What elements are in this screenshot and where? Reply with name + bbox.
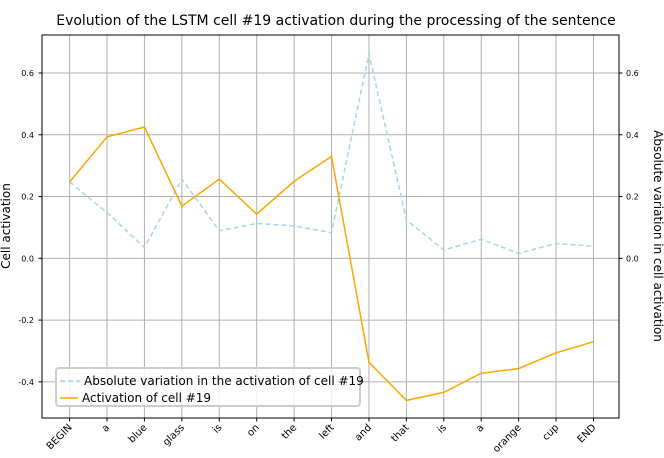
- data-point: [218, 230, 221, 232]
- data-point: [443, 249, 445, 251]
- x-tick-label: is: [211, 422, 224, 435]
- x-tick-label: a: [100, 422, 112, 434]
- data-point: [143, 126, 146, 128]
- data-point: [555, 352, 557, 354]
- chart-title: Evolution of the LSTM cell #19 activatio…: [56, 13, 616, 29]
- data-point: [293, 180, 295, 183]
- data-point: [480, 238, 483, 240]
- y-right-tick-label: 0.6: [626, 69, 639, 78]
- x-tick-label: and: [353, 422, 374, 443]
- data-point: [443, 391, 445, 394]
- data-point: [592, 245, 595, 248]
- y-right-tick-label: 0.0: [626, 254, 639, 263]
- x-tick-label: orange: [491, 422, 524, 455]
- data-point: [405, 219, 408, 221]
- y-tick-label: -0.4: [18, 378, 34, 387]
- y-tick-label: -0.2: [18, 316, 34, 325]
- x-tick-label: that: [389, 422, 411, 444]
- legend-label-activation: Activation of cell #19: [82, 391, 211, 405]
- data-point: [143, 246, 146, 249]
- data-point: [368, 361, 370, 364]
- data-point: [255, 222, 258, 225]
- x-tick-label: BEGIN: [45, 422, 75, 452]
- y-tick-label: 0.6: [21, 69, 34, 78]
- data-point: [181, 205, 183, 207]
- legend-label-variation: Absolute variation in the activation of …: [84, 374, 364, 388]
- x-tick-label: cup: [541, 422, 562, 443]
- data-point: [330, 155, 333, 158]
- data-point: [555, 242, 557, 245]
- y-axis-right-label: Absolute variation in cell activation: [651, 130, 664, 342]
- data-point: [405, 399, 408, 402]
- data-point: [480, 372, 483, 375]
- y-tick-label: 0.0: [21, 254, 34, 263]
- y-tick-label: 0.4: [21, 131, 34, 140]
- x-tick-label: END: [576, 422, 599, 445]
- data-point: [106, 136, 108, 138]
- data-point: [218, 178, 221, 181]
- data-point: [517, 252, 520, 255]
- y-right-tick-label: 0.2: [626, 193, 639, 202]
- x-tick-label: is: [435, 422, 448, 435]
- data-point: [255, 213, 258, 215]
- data-point: [68, 181, 71, 183]
- legend: Absolute variation in the activation of …: [55, 367, 364, 407]
- data-point: [330, 231, 333, 234]
- plot-frame: [41, 34, 620, 419]
- x-tick-label: a: [474, 422, 486, 434]
- x-tick-label: left: [317, 422, 336, 441]
- data-point: [293, 225, 295, 227]
- data-point: [517, 367, 520, 370]
- y-right-tick-label: 0.4: [626, 131, 639, 140]
- y-tick-label: 0.2: [21, 193, 34, 202]
- x-tick-label: glass: [161, 422, 187, 448]
- x-tick-label: on: [245, 422, 262, 439]
- data-point: [592, 340, 595, 343]
- x-tick-label: the: [280, 422, 299, 441]
- data-point: [181, 178, 183, 181]
- x-tick-label: blue: [126, 422, 149, 445]
- y-axis-label: Cell activation: [0, 183, 13, 269]
- data-point: [368, 53, 370, 55]
- data-point: [106, 211, 108, 214]
